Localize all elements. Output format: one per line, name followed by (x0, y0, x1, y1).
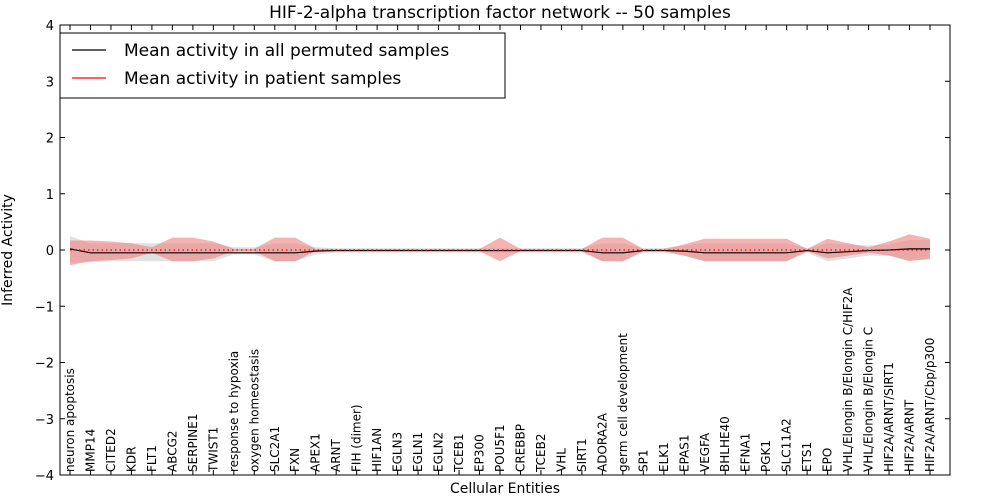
category-label: HIF1AN (370, 428, 384, 472)
category-label: TWIST1 (206, 427, 220, 473)
legend-label-patient: Mean activity in patient samples (124, 69, 401, 89)
category-label: CREBBP (513, 424, 527, 472)
category-label: FIH (dimer) (350, 404, 364, 472)
category-label: HIF2A/ARNT/SIRT1 (882, 362, 896, 472)
category-label: EGLN2 (432, 432, 446, 472)
category-label: VHL (554, 448, 568, 472)
category-label: EGLN3 (391, 432, 405, 472)
category-label: MMP14 (83, 429, 97, 472)
category-label: response to hypoxia (227, 351, 241, 472)
category-label: SLC2A1 (268, 426, 282, 472)
category-label: VEGFA (698, 432, 712, 472)
y-tick-label: −4 (35, 469, 54, 484)
category-label: CITED2 (104, 428, 118, 472)
category-label: APEX1 (309, 433, 323, 472)
category-label: PGK1 (759, 440, 773, 472)
category-label: SLC11A2 (780, 418, 794, 472)
category-label: ELK1 (657, 442, 671, 472)
category-label: germ cell development (616, 333, 630, 472)
category-label: VHL/Elongin B/Elongin C/HIF2A (841, 287, 855, 472)
y-tick-label: 0 (46, 244, 54, 259)
category-label: EPAS1 (677, 434, 691, 472)
category-label: ADORA2A (595, 412, 609, 472)
category-label: HIF2A/ARNT (903, 399, 917, 472)
category-label: POU5F1 (493, 424, 507, 472)
category-label: SP1 (636, 450, 650, 473)
category-label: neuron apoptosis (63, 368, 77, 472)
category-label: EFNA1 (739, 433, 753, 472)
inferred-activity-chart: HIF-2-alpha transcription factor network… (0, 0, 1000, 500)
legend: Mean activity in all permuted samples Me… (60, 33, 505, 98)
category-label: ARNT (329, 438, 343, 472)
category-label: TCEB1 (452, 434, 466, 473)
x-axis-title: Cellular Entities (450, 481, 560, 497)
y-tick-label: −1 (35, 300, 54, 315)
y-tick-label: 3 (46, 75, 54, 90)
category-label: SIRT1 (575, 438, 589, 472)
category-label: ETS1 (800, 442, 814, 472)
category-label: oxygen homeostasis (247, 349, 261, 472)
category-label: KDR (124, 447, 138, 472)
category-label: FLT1 (145, 445, 159, 472)
y-tick-label: −2 (35, 357, 54, 372)
y-axis-title: Inferred Activity (0, 194, 16, 306)
category-label: SERPINE1 (186, 413, 200, 472)
category-label: FXN (288, 448, 302, 472)
category-labels: neuron apoptosis MMP14 CITED2 KDR FLT1 ABCG2 S… (63, 287, 937, 473)
confidence-bands (70, 234, 930, 265)
category-label: VHL/Elongin B/Elongin C (862, 327, 876, 472)
category-label: EGLN1 (411, 432, 425, 472)
y-tick-label: 4 (46, 19, 54, 34)
y-tick-label: 2 (46, 132, 54, 147)
category-label: ABCG2 (165, 430, 179, 472)
legend-label-permuted: Mean activity in all permuted samples (124, 41, 449, 61)
chart-title: HIF-2-alpha transcription factor network… (269, 3, 731, 23)
category-label: BHLHE40 (718, 416, 732, 472)
category-label: EPO (821, 448, 835, 472)
y-tick-label: −3 (35, 413, 54, 428)
category-label: TCEB2 (534, 434, 548, 473)
category-label: EP300 (473, 434, 487, 472)
category-label: HIF2A/ARNT/Cbp/p300 (923, 338, 937, 472)
y-tick-label: 1 (46, 188, 54, 203)
